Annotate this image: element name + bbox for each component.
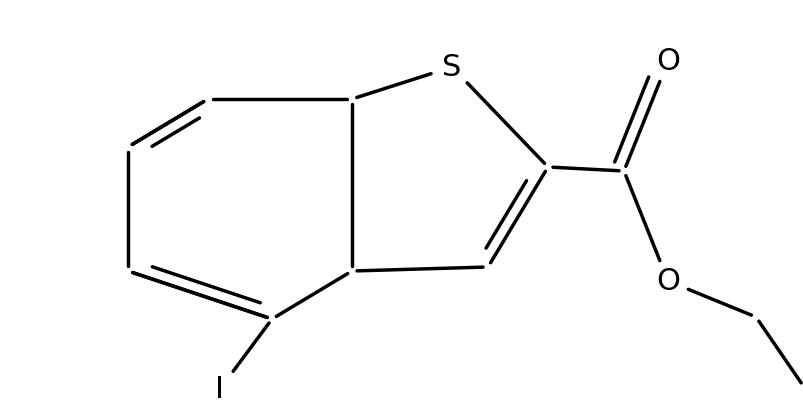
Text: O: O: [655, 267, 679, 296]
Text: S: S: [442, 53, 461, 82]
Text: O: O: [655, 47, 679, 76]
Text: I: I: [215, 375, 224, 404]
